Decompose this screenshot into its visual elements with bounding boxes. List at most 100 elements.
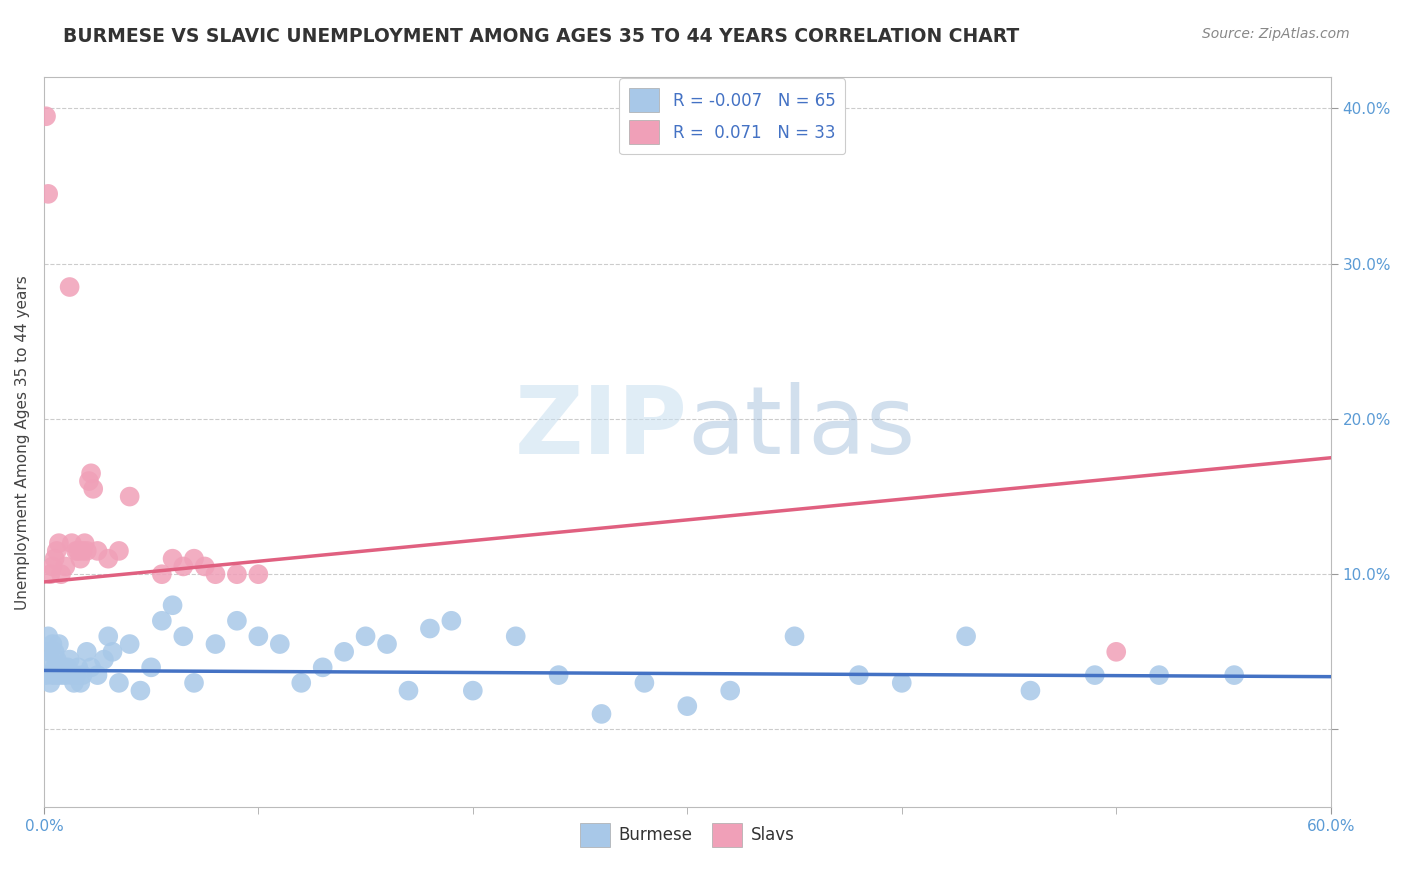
Point [77,474,100,488]
Point [225,614,247,628]
Point [718,683,741,698]
Point [269,637,291,651]
Point [150,567,173,582]
Point [56,660,79,674]
Point [398,683,420,698]
Point [118,637,141,651]
Point [37,186,59,201]
Point [312,660,335,674]
Point [39,652,62,666]
Point [39,567,62,582]
Point [955,629,977,643]
Text: atlas: atlas [688,382,915,474]
Point [118,490,141,504]
Text: ZIP: ZIP [515,382,688,474]
Point [69,551,91,566]
Point [48,536,70,550]
Point [86,544,108,558]
Point [48,660,70,674]
Point [97,551,120,566]
Point [48,637,70,651]
Point [676,699,699,714]
Point [65,668,87,682]
Point [93,652,115,666]
Point [333,645,356,659]
Point [633,676,655,690]
Point [86,668,108,682]
Point [419,622,441,636]
Point [67,660,90,674]
Point [1147,668,1170,682]
Point [80,660,103,674]
Point [45,544,67,558]
Point [354,629,377,643]
Point [72,544,94,558]
Point [52,660,75,674]
Point [67,544,90,558]
Point [204,567,226,582]
Point [108,676,131,690]
Point [1019,683,1042,698]
Point [194,559,217,574]
Point [41,637,63,651]
Point [60,536,83,550]
Point [37,645,59,659]
Point [41,559,63,574]
Point [375,637,398,651]
Point [162,551,184,566]
Point [461,683,484,698]
Point [505,629,527,643]
Point [44,551,66,566]
Point [150,614,173,628]
Point [440,614,463,628]
Point [547,668,569,682]
Point [59,652,82,666]
Point [1223,668,1246,682]
Point [290,676,312,690]
Point [49,668,72,682]
Point [247,567,270,582]
Point [76,544,98,558]
Point [59,280,82,294]
Point [591,706,613,721]
Point [848,668,870,682]
Y-axis label: Unemployment Among Ages 35 to 44 years: Unemployment Among Ages 35 to 44 years [15,275,30,609]
Text: BURMESE VS SLAVIC UNEMPLOYMENT AMONG AGES 35 TO 44 YEARS CORRELATION CHART: BURMESE VS SLAVIC UNEMPLOYMENT AMONG AGE… [63,27,1019,45]
Point [44,660,66,674]
Point [76,645,98,659]
Point [204,637,226,651]
Point [35,668,58,682]
Point [129,683,152,698]
Point [60,668,83,682]
Point [183,551,205,566]
Point [783,629,806,643]
Point [65,544,87,558]
Point [49,567,72,582]
Point [1105,645,1128,659]
Point [108,544,131,558]
Point [162,599,184,613]
Point [45,652,67,666]
Point [53,668,76,682]
Point [37,629,59,643]
Point [172,629,194,643]
Point [44,645,66,659]
Point [82,482,104,496]
Point [41,668,63,682]
Point [139,660,162,674]
Point [97,629,120,643]
Point [72,668,94,682]
Point [101,645,124,659]
Point [172,559,194,574]
Point [69,676,91,690]
Point [890,676,912,690]
Point [45,668,67,682]
Point [247,629,270,643]
Text: Source: ZipAtlas.com: Source: ZipAtlas.com [1202,27,1350,41]
Point [35,109,58,123]
Point [63,676,86,690]
Point [183,676,205,690]
Legend: Burmese, Slavs: Burmese, Slavs [574,816,801,854]
Point [80,467,103,481]
Point [73,536,96,550]
